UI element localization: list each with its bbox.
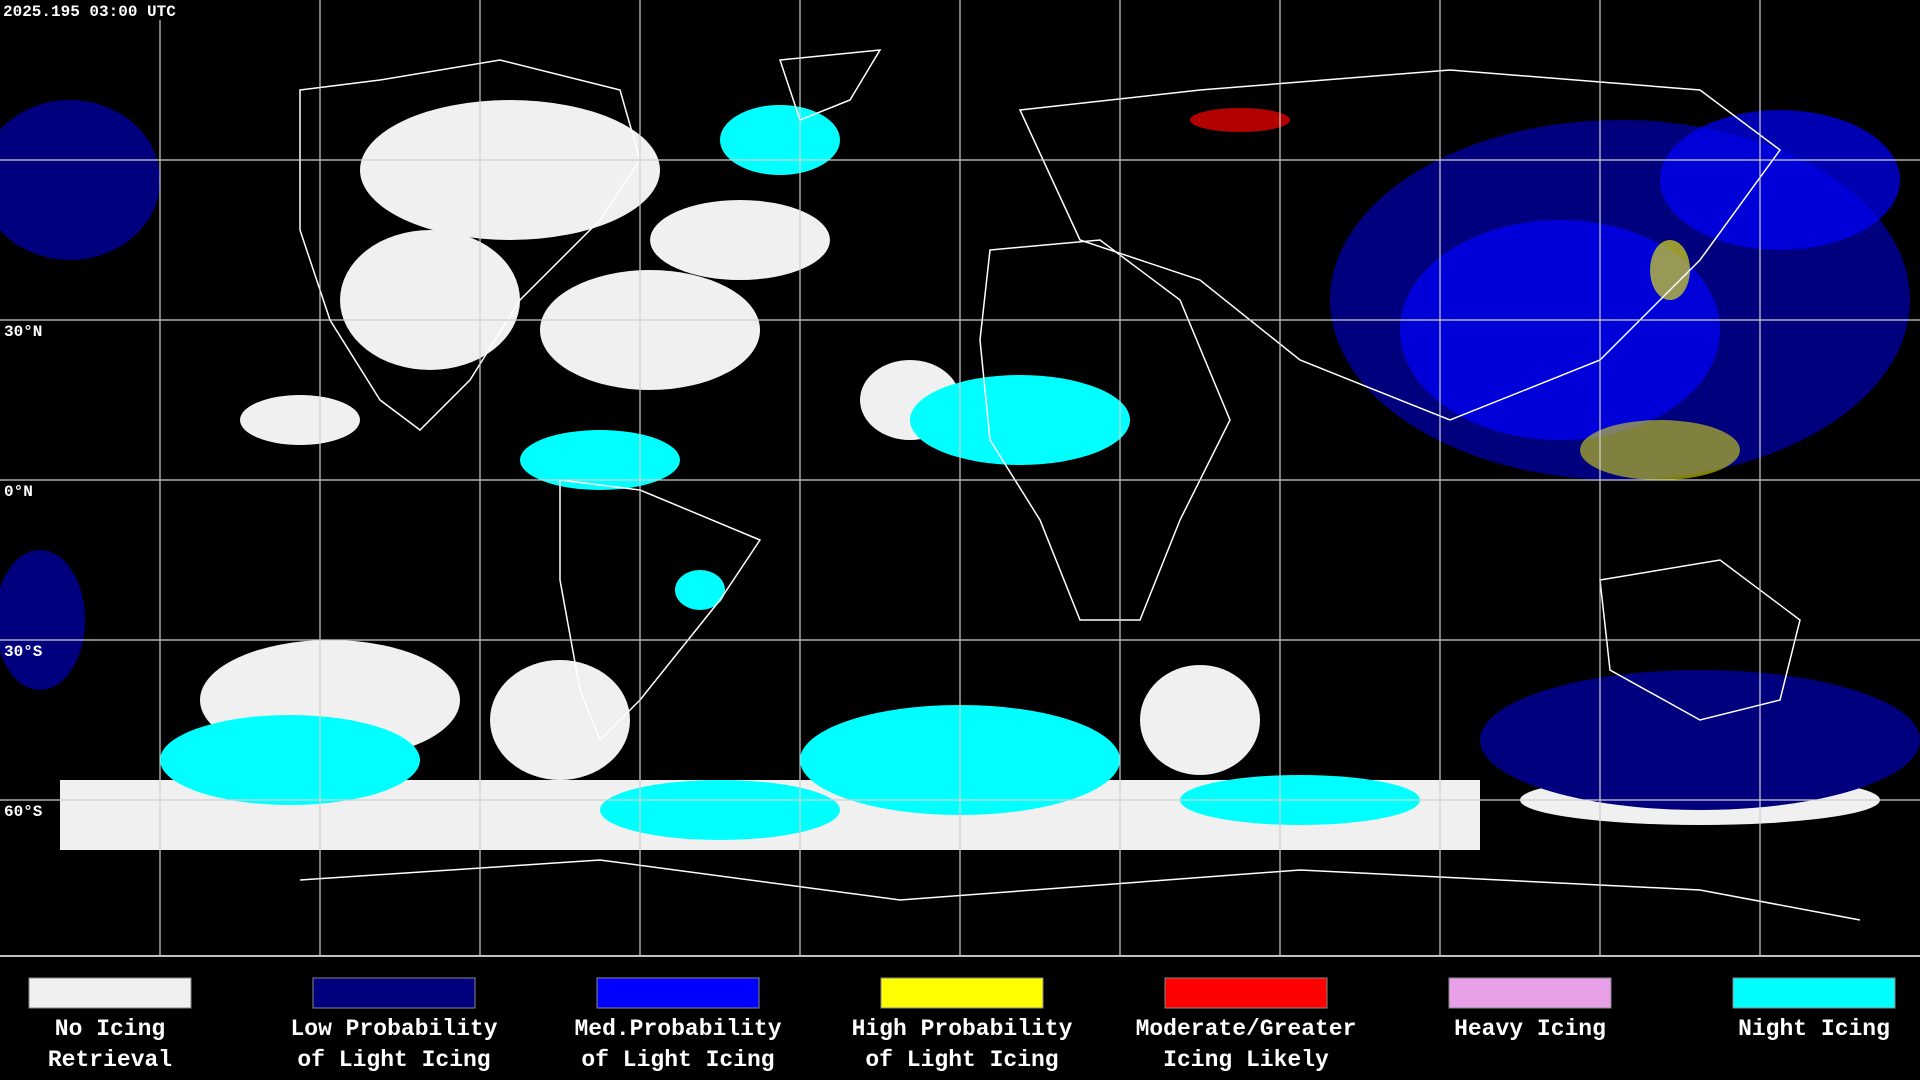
- legend-label: Icing Likely: [1163, 1047, 1329, 1073]
- legend-label: Low Probability: [290, 1016, 497, 1042]
- legend-label: Night Icing: [1738, 1016, 1890, 1042]
- legend-label: of Light Icing: [581, 1047, 774, 1073]
- legend-swatch: [312, 977, 476, 1009]
- legend-swatch: [596, 977, 760, 1009]
- legend-swatch: [880, 977, 1044, 1009]
- legend-label: Moderate/Greater: [1136, 1016, 1357, 1042]
- lat-label: 30°N: [4, 323, 42, 341]
- coastlines: [299, 49, 1861, 921]
- timestamp-bg: [0, 0, 222, 20]
- legend-swatch: [1164, 977, 1328, 1009]
- legend-label: Retrieval: [48, 1047, 172, 1073]
- legend: No Icing Retrieval Low Probability of Light…: [28, 977, 1896, 1073]
- lat-label: 60°S: [4, 803, 43, 821]
- legend-label: High Probability: [852, 1016, 1073, 1042]
- legend-label: Heavy Icing: [1454, 1016, 1606, 1042]
- legend-label: of Light Icing: [297, 1047, 490, 1073]
- graticule: [0, 0, 1920, 955]
- legend-swatch: [28, 977, 192, 1009]
- legend-swatch: [1448, 977, 1612, 1009]
- timestamp: 2025.195 03:00 UTC: [3, 3, 176, 21]
- lat-label: 0°N: [4, 483, 33, 501]
- lat-label: 30°S: [4, 643, 43, 661]
- icing-areas: [0, 100, 1920, 810]
- map: 30°N 0°N 30°S 60°S: [0, 0, 1920, 955]
- legend-label: of Light Icing: [865, 1047, 1058, 1073]
- legend-label: Med.Probability: [574, 1016, 781, 1042]
- legend-swatch: [1732, 977, 1896, 1009]
- legend-label: No Icing: [55, 1016, 165, 1042]
